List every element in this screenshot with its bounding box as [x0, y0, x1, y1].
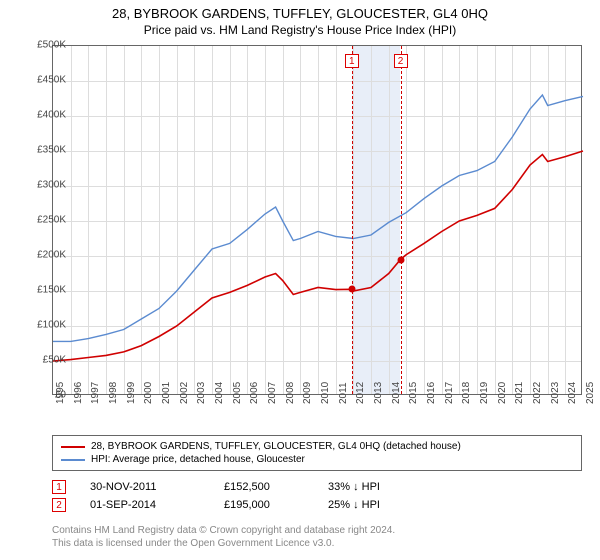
x-tick-label: 2003: [196, 382, 207, 404]
sale-dot: [348, 286, 355, 293]
sale-date-1: 30-NOV-2011: [90, 481, 200, 493]
x-tick-label: 2019: [479, 382, 490, 404]
sale-row-2: 2 01-SEP-2014 £195,000 25% ↓ HPI: [52, 498, 418, 512]
y-tick-label: £450K: [22, 75, 66, 86]
x-tick-label: 2024: [567, 382, 578, 404]
legend-box: 28, BYBROOK GARDENS, TUFFLEY, GLOUCESTER…: [52, 435, 582, 471]
sale-marker-2: 2: [52, 498, 66, 512]
x-tick-label: 2011: [338, 382, 349, 404]
sale-pct-1: 33% ↓ HPI: [328, 481, 418, 493]
x-tick-label: 2001: [161, 382, 172, 404]
x-tick-label: 2000: [143, 382, 154, 404]
title-subtitle: Price paid vs. HM Land Registry's House …: [0, 23, 600, 37]
x-tick-label: 2008: [285, 382, 296, 404]
legend-label-property: 28, BYBROOK GARDENS, TUFFLEY, GLOUCESTER…: [91, 441, 461, 452]
legend-row-hpi: HPI: Average price, detached house, Glou…: [61, 453, 573, 466]
y-tick-label: £500K: [22, 40, 66, 51]
x-tick-label: 2016: [426, 382, 437, 404]
y-tick-label: £350K: [22, 145, 66, 156]
x-tick-label: 2007: [267, 382, 278, 404]
chart-container: 28, BYBROOK GARDENS, TUFFLEY, GLOUCESTER…: [0, 0, 600, 560]
footer-attribution: Contains HM Land Registry data © Crown c…: [52, 524, 395, 550]
x-tick-label: 2017: [444, 382, 455, 404]
series-line-property: [53, 151, 583, 361]
x-tick-label: 1997: [90, 382, 101, 404]
sale-row-1: 1 30-NOV-2011 £152,500 33% ↓ HPI: [52, 480, 418, 494]
x-tick-label: 2010: [320, 382, 331, 404]
x-tick-label: 2015: [408, 382, 419, 404]
x-tick-label: 2022: [532, 382, 543, 404]
sale-price-1: £152,500: [224, 481, 304, 493]
sale-pct-2: 25% ↓ HPI: [328, 499, 418, 511]
x-tick-label: 2021: [514, 382, 525, 404]
x-tick-label: 1999: [126, 382, 137, 404]
y-tick-label: £250K: [22, 215, 66, 226]
y-tick-label: £400K: [22, 110, 66, 121]
sales-table: 1 30-NOV-2011 £152,500 33% ↓ HPI 2 01-SE…: [52, 480, 418, 516]
legend-swatch-hpi: [61, 459, 85, 461]
chart-lines-svg: [53, 46, 581, 394]
y-tick-label: £200K: [22, 250, 66, 261]
x-tick-label: 2013: [373, 382, 384, 404]
x-tick-label: 2006: [249, 382, 260, 404]
y-tick-label: £100K: [22, 320, 66, 331]
sale-dot: [397, 256, 404, 263]
x-tick-label: 2009: [302, 382, 313, 404]
x-tick-label: 2012: [355, 382, 366, 404]
x-tick-label: 2014: [391, 382, 402, 404]
x-tick-label: 2018: [461, 382, 472, 404]
legend-label-hpi: HPI: Average price, detached house, Glou…: [91, 454, 305, 465]
x-tick-label: 1996: [73, 382, 84, 404]
sale-marker-1: 1: [52, 480, 66, 494]
footer-line2: This data is licensed under the Open Gov…: [52, 537, 395, 550]
event-line: [352, 46, 353, 394]
event-marker-box: 1: [345, 54, 359, 68]
sale-date-2: 01-SEP-2014: [90, 499, 200, 511]
x-tick-label: 2005: [232, 382, 243, 404]
x-tick-label: 1995: [55, 382, 66, 404]
event-line: [401, 46, 402, 394]
x-tick-label: 2004: [214, 382, 225, 404]
title-address: 28, BYBROOK GARDENS, TUFFLEY, GLOUCESTER…: [0, 6, 600, 21]
event-marker-box: 2: [394, 54, 408, 68]
x-tick-label: 2023: [550, 382, 561, 404]
series-line-hpi: [53, 95, 583, 341]
y-tick-label: £150K: [22, 285, 66, 296]
legend-swatch-property: [61, 446, 85, 448]
sale-price-2: £195,000: [224, 499, 304, 511]
chart-plot-area: 12: [52, 45, 582, 395]
legend-row-property: 28, BYBROOK GARDENS, TUFFLEY, GLOUCESTER…: [61, 440, 573, 453]
y-tick-label: £300K: [22, 180, 66, 191]
x-tick-label: 2025: [585, 382, 596, 404]
x-tick-label: 2020: [497, 382, 508, 404]
x-tick-label: 2002: [179, 382, 190, 404]
y-tick-label: £50K: [22, 355, 66, 366]
x-tick-label: 1998: [108, 382, 119, 404]
footer-line1: Contains HM Land Registry data © Crown c…: [52, 524, 395, 537]
title-block: 28, BYBROOK GARDENS, TUFFLEY, GLOUCESTER…: [0, 0, 600, 37]
